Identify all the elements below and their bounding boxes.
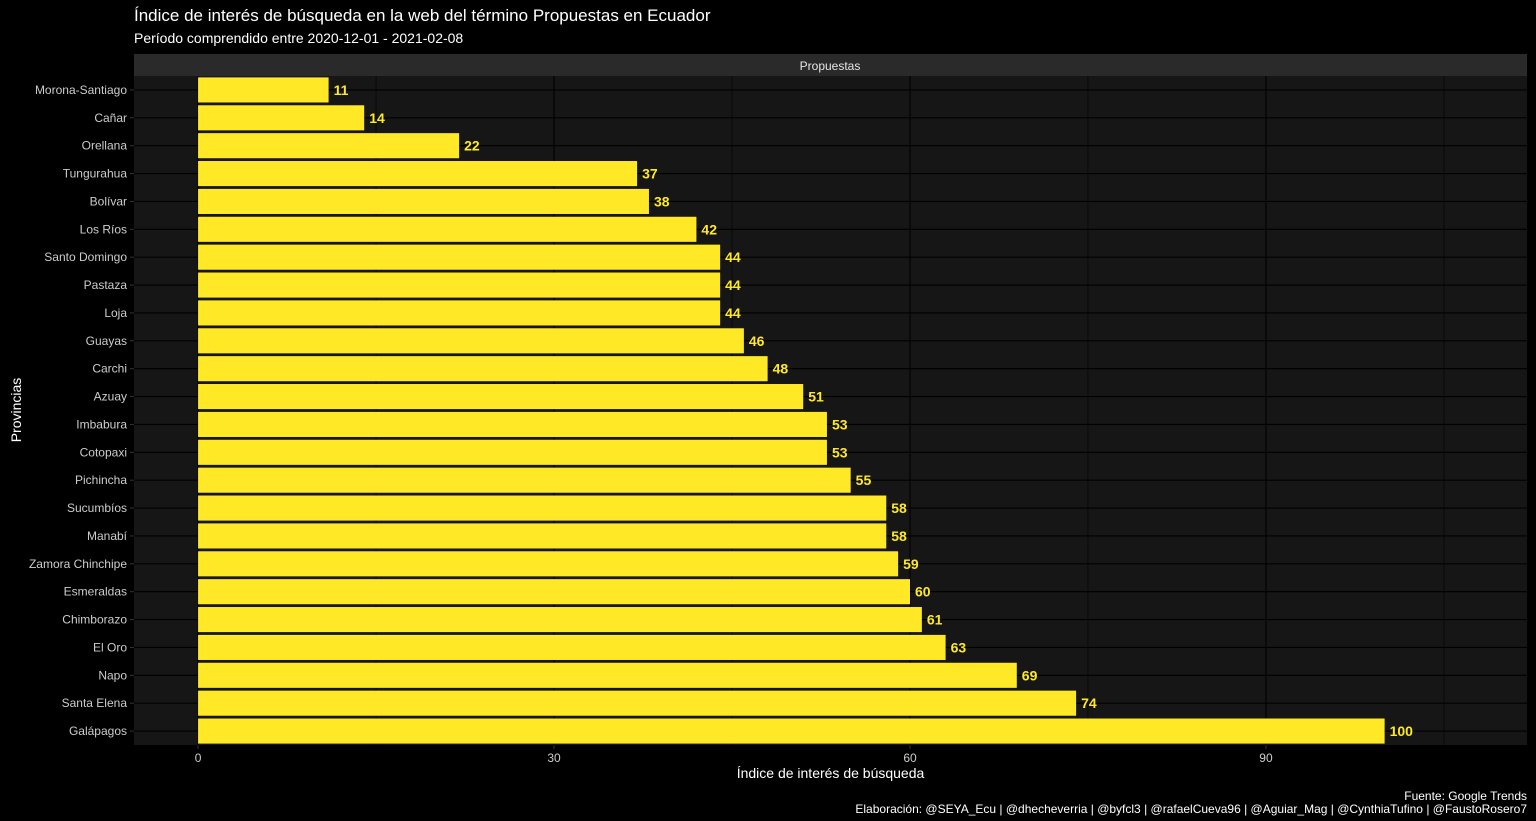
value-label: 22 [464,138,480,154]
bar [198,272,721,298]
y-axis-title: Provincias [8,377,24,443]
category-label: Guayas [86,334,127,348]
bar [198,579,910,605]
category-label: Galápagos [69,724,127,738]
category-label: Sucumbíos [67,501,127,515]
caption-source: Fuente: Google Trends [1404,789,1527,803]
value-label: 48 [773,361,789,377]
bar [198,328,744,354]
bar [198,300,721,326]
category-label: Los Ríos [80,222,127,236]
category-label: Bolívar [90,194,127,208]
value-label: 44 [725,277,741,293]
bar [198,356,768,382]
plot-panel [134,76,1527,745]
category-label: Orellana [82,139,128,153]
bar [198,411,827,437]
bar [198,467,851,493]
category-label: Zamora Chinchipe [29,557,127,571]
bars [198,77,1385,744]
value-label: 51 [808,389,824,405]
value-label: 42 [701,221,717,237]
bar [198,216,697,242]
value-label: 74 [1081,695,1097,711]
value-label: 58 [891,528,907,544]
bar [198,105,365,131]
value-label: 60 [915,584,931,600]
category-label: Tungurahua [63,167,128,181]
value-label: 38 [654,193,670,209]
bar [198,662,1017,688]
facet-strip [134,54,1527,76]
bar [198,161,638,187]
category-label: Cotopaxi [80,445,127,459]
category-label: Loja [104,306,127,320]
category-label: Imbabura [76,417,127,431]
bar [198,439,827,465]
facet-label: Propuestas [800,59,861,73]
category-label: Pichincha [75,473,127,487]
value-label: 37 [642,166,658,182]
bar [198,244,721,270]
bar [198,690,1077,716]
value-label: 53 [832,444,848,460]
value-label: 59 [903,556,919,572]
value-label: 58 [891,500,907,516]
category-label: Pastaza [84,278,128,292]
bar [198,718,1385,744]
x-tick-label: 60 [903,751,917,765]
category-label: Chimborazo [62,613,127,627]
value-label: 100 [1390,723,1414,739]
category-label: Esmeraldas [64,585,127,599]
x-tick-label: 30 [547,751,561,765]
bar [198,634,946,660]
value-label: 14 [369,110,385,126]
value-label: 44 [725,305,741,321]
bar [198,495,887,521]
category-label: Morona-Santiago [35,83,127,97]
bar [198,607,922,633]
value-label: 53 [832,416,848,432]
category-label: Napo [98,668,127,682]
category-label: Cañar [94,111,127,125]
value-labels: 11 14 22 37 38 42 44 44 44 46 48 51 53 53 55 58 58 59 60 61… [334,82,1414,739]
caption-credits: Elaboración: @SEYA_Ecu | @dhecheverria |… [855,802,1527,816]
bar [198,77,329,103]
x-tick-label: 0 [195,751,202,765]
bar [198,384,804,410]
category-label: Azuay [94,390,127,404]
category-label: El Oro [93,640,127,654]
chart-title: Índice de interés de búsqueda en la web … [134,6,711,25]
category-label: Manabí [87,529,128,543]
chart-subtitle: Período comprendido entre 2020-12-01 - 2… [134,30,464,46]
value-label: 69 [1022,667,1038,683]
value-label: 11 [334,82,349,98]
x-tick-label: 90 [1259,751,1273,765]
bar [198,188,649,214]
category-label: Carchi [92,362,127,376]
value-label: 61 [927,612,943,628]
bar [198,523,887,549]
x-axis-title: Índice de interés de búsqueda [736,765,925,781]
x-tick-labels: 0 30 60 90 [195,745,1273,765]
value-label: 44 [725,249,741,265]
category-label: Santa Elena [62,696,128,710]
bar [198,133,460,159]
bar [198,551,899,577]
category-label: Santo Domingo [44,250,127,264]
value-label: 55 [856,472,872,488]
value-label: 63 [951,639,967,655]
category-labels: Morona-Santiago Cañar Orellana Tungurahua Bo… [29,83,134,738]
value-label: 46 [749,333,765,349]
